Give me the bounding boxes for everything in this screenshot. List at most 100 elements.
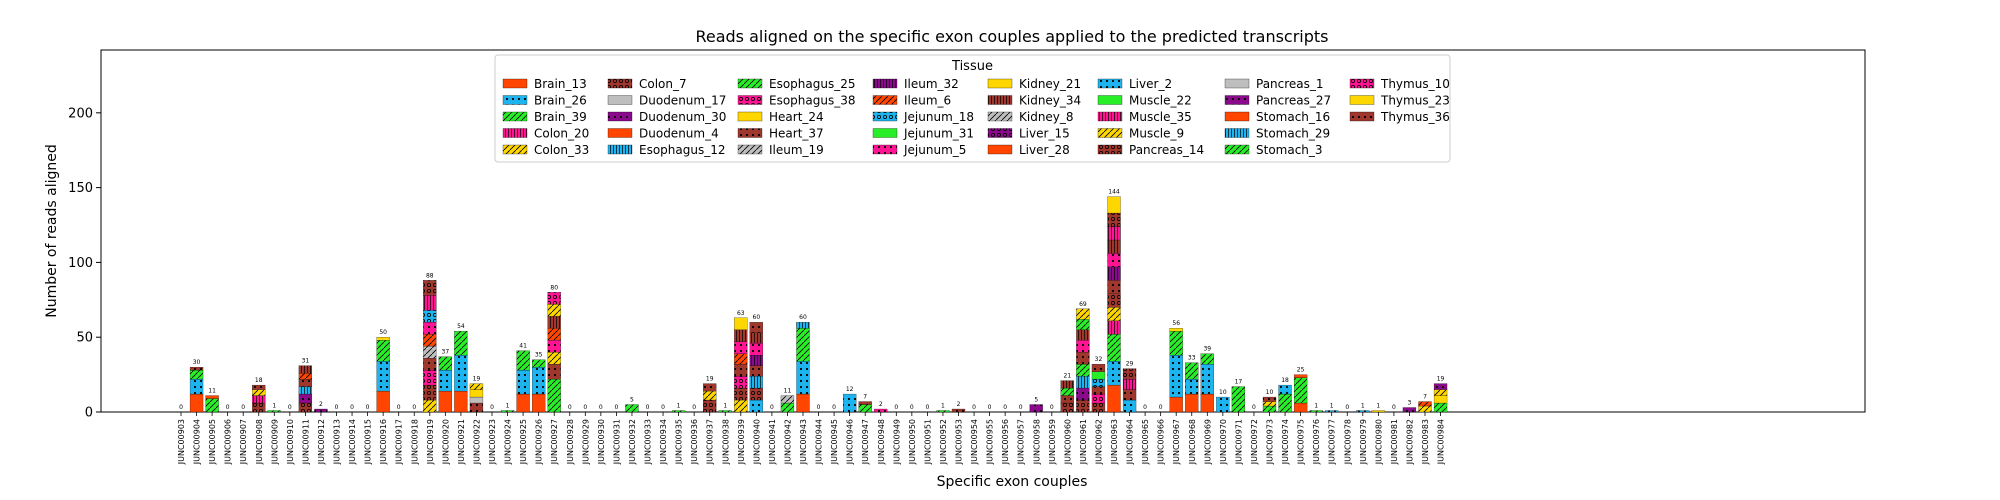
bar-stack: [951, 408, 966, 413]
bar-segment: [734, 399, 748, 413]
x-tick-label: JUNC00968: [1188, 419, 1197, 465]
bar-total-label: 7: [863, 394, 867, 401]
legend-swatch: [1224, 95, 1250, 105]
bar-segment: [423, 369, 437, 386]
x-axis: JUNC00903 JUNC00904 JUNC00905 JUNC00906 JUNC…: [177, 412, 1446, 465]
legend-swatch: [502, 95, 528, 105]
bar-segment: [749, 387, 763, 401]
bar-segment: [298, 386, 313, 395]
bar-segment: [796, 361, 810, 395]
bar-stack: [858, 401, 872, 413]
bar-segment: [532, 393, 546, 413]
bar-segment: [1122, 399, 1137, 413]
bar-total-label: 56: [1172, 320, 1180, 327]
bar-segment: [547, 304, 561, 317]
bar-total-label: 30: [193, 359, 201, 366]
legend-swatch: [737, 144, 763, 155]
x-tick-label: JUNC00953: [955, 419, 964, 465]
bar-segment: [874, 408, 888, 413]
bar-segment: [454, 331, 468, 356]
legend-entry-label: Ileum_6: [904, 94, 951, 108]
x-tick-label: JUNC00944: [815, 419, 824, 465]
bar-segment: [376, 337, 390, 341]
bar-segment: [734, 317, 748, 330]
bar-segment: [1262, 401, 1277, 407]
legend-swatch: [1097, 128, 1123, 138]
bar-segment: [1433, 395, 1448, 404]
bar-segment: [298, 378, 313, 387]
bar-total-label: 0: [988, 404, 992, 411]
bar-segment: [734, 329, 748, 342]
bar-total-label: 7: [1423, 394, 1427, 401]
bar-segment: [532, 366, 546, 395]
x-tick-label: JUNC00915: [364, 419, 373, 465]
bar-segment: [454, 390, 468, 413]
legend-entry-label: Thymus_10: [1380, 77, 1450, 91]
legend-title: Tissue: [951, 59, 993, 74]
bar-segment: [547, 316, 561, 329]
bar-segment: [1107, 280, 1121, 294]
bar-stack: [625, 404, 639, 413]
bar-total-label: 5: [630, 397, 634, 404]
x-tick-label: JUNC00961: [1079, 419, 1088, 465]
x-tick-label: JUNC00949: [892, 419, 901, 465]
bar-segment: [423, 280, 437, 296]
legend-swatch: [1349, 111, 1375, 122]
x-tick-label: JUNC00913: [333, 419, 342, 465]
bar-total-label: 0: [397, 404, 401, 411]
x-tick-label: JUNC00920: [441, 419, 450, 465]
bar-segment: [189, 366, 204, 371]
x-tick-label: JUNC00916: [379, 419, 388, 465]
bar-stack: [1169, 328, 1183, 413]
bar-total-label: 35: [535, 352, 543, 359]
bar-segment: [1107, 253, 1121, 268]
legend-entry-label: Jejunum_31: [903, 127, 974, 141]
bar-total-label: 0: [583, 404, 587, 411]
x-tick-label: JUNC00963: [1110, 419, 1119, 465]
bar-segment: [796, 328, 810, 362]
bar-total-label: 19: [1437, 376, 1445, 383]
x-tick-label: JUNC00924: [504, 419, 513, 465]
bar-segment: [749, 375, 763, 389]
bar-total-label: 0: [692, 404, 696, 411]
bar-total-label: 0: [568, 404, 572, 411]
bar-total-label: 39: [1203, 346, 1211, 353]
bar-segment: [858, 401, 872, 405]
bar-segment: [749, 399, 763, 413]
bar-segment: [1309, 410, 1323, 413]
bar-total-label: 1: [941, 403, 945, 410]
bar-stack: [718, 410, 732, 413]
x-tick-label: JUNC00932: [628, 419, 637, 465]
bar-stack: [1122, 368, 1137, 413]
chart-title: Reads aligned on the specific exon coupl…: [695, 27, 1328, 46]
bar-segment: [423, 334, 437, 347]
bar-segment: [1231, 386, 1246, 413]
bar-segment: [438, 356, 452, 371]
bar-total-label: 0: [832, 404, 836, 411]
bar-segment: [1262, 396, 1277, 402]
x-tick-label: JUNC00967: [1172, 419, 1181, 465]
bar-segment: [1185, 378, 1199, 395]
x-tick-label: JUNC00912: [317, 419, 326, 465]
bar-segment: [1091, 386, 1106, 395]
legend-entry-label: Colon_20: [534, 127, 589, 141]
bar-stack: [1262, 396, 1277, 413]
legend-swatch: [502, 78, 528, 89]
bar-total-label: 0: [661, 404, 665, 411]
legend-swatch: [502, 111, 528, 122]
x-tick-label: JUNC00910: [286, 419, 295, 465]
bar-total-label: 0: [1050, 404, 1054, 411]
x-tick-label: JUNC00943: [799, 419, 808, 465]
legend-swatch: [987, 128, 1013, 138]
bar-segment: [1169, 355, 1183, 398]
bar-segment: [205, 398, 219, 413]
bar-segment: [547, 378, 561, 413]
bar-total-label: 10: [1219, 389, 1227, 396]
bar-segment: [1076, 319, 1090, 330]
bar-segment: [1091, 364, 1106, 372]
bar-stack: [314, 408, 328, 413]
legend-entry-label: Pancreas_27: [1256, 94, 1331, 108]
legend: Tissue Brain_13 Brain_26 Brain_39 Colon_20 Co…: [494, 54, 1451, 163]
bar-total-label: 2: [879, 401, 883, 408]
bar-segment: [1433, 383, 1448, 390]
